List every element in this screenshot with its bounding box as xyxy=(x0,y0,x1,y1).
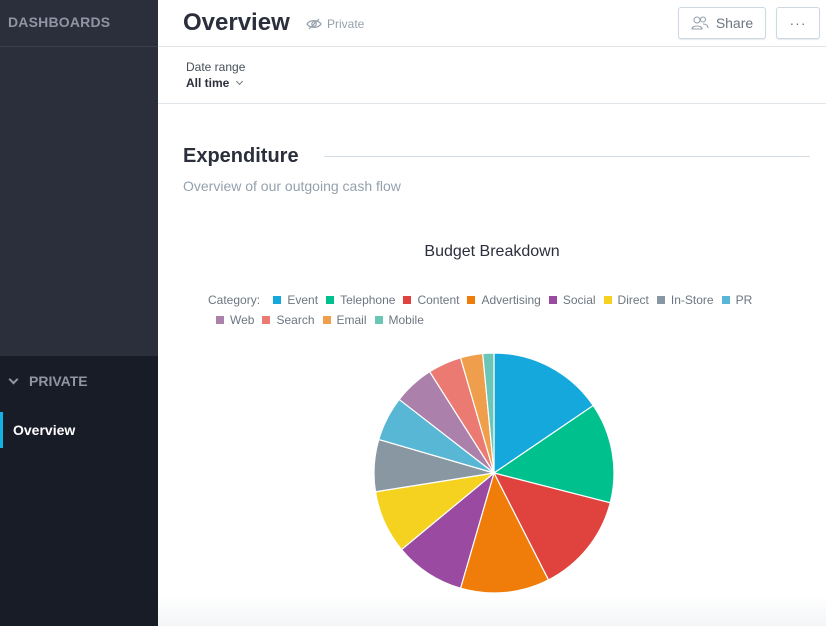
legend-item-event[interactable]: Event xyxy=(273,290,318,310)
legend-swatch xyxy=(403,296,412,304)
chart-title: Budget Breakdown xyxy=(424,243,560,260)
legend-item-label: Advertising xyxy=(481,293,541,307)
more-options-button[interactable]: ··· xyxy=(776,7,820,39)
legend-swatch xyxy=(721,296,730,304)
section-description: Overview of our outgoing cash flow xyxy=(183,178,401,194)
pie-slice-content[interactable] xyxy=(492,472,611,581)
legend-item-label: Web xyxy=(230,313,255,327)
legend-item-label: Social xyxy=(562,293,596,307)
legend-item-label: Mobile xyxy=(388,313,424,327)
legend-item-content[interactable]: Content xyxy=(403,290,459,310)
legend-item-telephone[interactable]: Telephone xyxy=(326,290,395,310)
section-divider xyxy=(324,156,810,157)
legend-swatch xyxy=(603,296,612,304)
private-section-toggle[interactable]: PRIVATE xyxy=(0,356,158,406)
legend-item-advertising[interactable]: Advertising xyxy=(467,290,541,310)
bottom-fade xyxy=(158,596,826,626)
legend-item-label: Content xyxy=(417,293,460,307)
legend-item-label: In-Store xyxy=(670,293,714,307)
legend-swatch xyxy=(262,316,271,324)
sidebar-item-overview[interactable]: Overview xyxy=(0,412,158,448)
share-label: Share xyxy=(715,15,754,31)
active-indicator xyxy=(0,412,3,448)
pie-slice-telephone[interactable] xyxy=(492,404,615,504)
legend-swatch xyxy=(656,296,665,304)
sidebar-header: DASHBOARDS xyxy=(0,0,158,47)
legend-swatch xyxy=(467,296,476,304)
users-icon xyxy=(691,16,709,30)
main-content: Overview Private Share ··· Date range A xyxy=(158,0,826,626)
legend-item-in-store[interactable]: In-Store xyxy=(656,290,714,310)
legend-item-label: Direct xyxy=(617,293,649,307)
legend-item-label: Email xyxy=(336,313,367,327)
pie-slice-mobile[interactable] xyxy=(482,352,495,474)
legend-item-direct[interactable]: Direct xyxy=(603,290,649,310)
date-range-label: Date range xyxy=(186,60,246,74)
legend-item-pr[interactable]: PR xyxy=(721,290,753,310)
legend-item-web[interactable]: Web xyxy=(216,310,254,330)
private-section-label: PRIVATE xyxy=(29,373,88,389)
eye-slash-icon xyxy=(306,18,322,30)
date-range-value: All time xyxy=(186,76,230,90)
legend-item-social[interactable]: Social xyxy=(548,290,596,310)
pie-slice-advertising[interactable] xyxy=(459,471,550,594)
visibility-label: Private xyxy=(327,17,365,31)
sidebar-item-label: Overview xyxy=(13,422,76,438)
legend-item-label: Search xyxy=(276,313,315,327)
filter-bar: Date range All time xyxy=(158,47,826,104)
topbar: Overview Private Share ··· xyxy=(158,0,826,47)
legend-swatch xyxy=(322,316,331,324)
more-icon: ··· xyxy=(789,15,807,31)
legend-swatch xyxy=(216,316,224,324)
pie-chart xyxy=(373,352,615,594)
private-section: PRIVATE Overview xyxy=(0,356,158,626)
legend-label: Category: xyxy=(208,293,261,307)
legend-swatch xyxy=(326,296,335,304)
visibility-tag: Private xyxy=(306,17,364,31)
share-button[interactable]: Share xyxy=(678,7,766,39)
chevron-down-icon xyxy=(8,374,19,384)
legend-item-search[interactable]: Search xyxy=(262,310,315,330)
legend-swatch xyxy=(273,296,282,304)
section-title: Expenditure xyxy=(183,145,299,167)
chevron-down-icon xyxy=(236,77,244,86)
legend-item-label: Telephone xyxy=(340,293,396,307)
legend-item-email[interactable]: Email xyxy=(322,310,367,330)
legend-swatch xyxy=(374,316,383,324)
chart-legend: Category: Event Telephone Content Advertisi… xyxy=(208,290,788,330)
legend-swatch xyxy=(548,296,557,304)
dashboards-heading: DASHBOARDS xyxy=(8,14,111,30)
page-title: Overview xyxy=(183,9,290,36)
date-range-dropdown[interactable]: All time xyxy=(186,76,244,90)
pie-slice-event[interactable] xyxy=(493,352,595,475)
legend-item-mobile[interactable]: Mobile xyxy=(374,310,424,330)
legend-item-label: Event xyxy=(287,293,319,307)
legend-item-label: PR xyxy=(735,293,753,307)
sidebar: DASHBOARDS PRIVATE Overview xyxy=(0,0,158,626)
